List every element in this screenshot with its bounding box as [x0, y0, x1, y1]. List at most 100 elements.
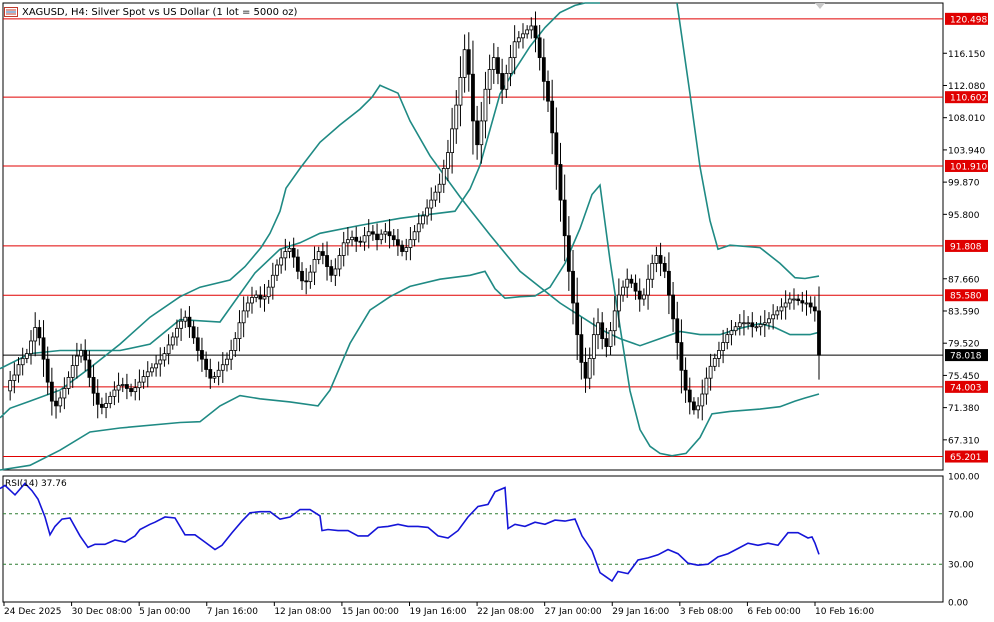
time-axis-tick-label: 5 Jan 00:00 — [139, 607, 191, 617]
candle-body — [20, 357, 25, 366]
candle-body — [150, 367, 154, 373]
candle-body — [575, 302, 580, 336]
price-level-badge — [945, 450, 988, 463]
candle-body — [237, 322, 242, 340]
price-level-badge — [945, 239, 988, 252]
candle-body — [537, 37, 542, 59]
candle-body — [49, 381, 54, 402]
candle-body — [717, 350, 721, 359]
price-level-badge-label: 85.580 — [950, 292, 982, 302]
candle-body — [83, 350, 88, 361]
rsi-axis-tick-label: 100.00 — [948, 473, 980, 483]
candle-body — [187, 316, 192, 328]
candle-body — [329, 266, 334, 276]
candle-body — [679, 342, 684, 371]
candle-body — [79, 350, 83, 357]
candle-body — [633, 282, 638, 292]
candle-body — [245, 302, 250, 312]
candle-body — [408, 239, 413, 248]
candle-body — [354, 236, 359, 242]
candle-body — [671, 294, 675, 320]
candle-body — [500, 73, 505, 90]
candle-body — [179, 320, 184, 329]
candle-body — [358, 240, 363, 243]
price-axis-tick-label: 112.080 — [948, 82, 985, 92]
price-level-badge — [945, 289, 988, 302]
candle-body — [616, 294, 621, 312]
candle-body — [775, 310, 780, 316]
candle-body — [421, 215, 425, 225]
candle-body — [629, 278, 634, 284]
candle-body — [204, 358, 209, 370]
candle-body — [262, 296, 267, 300]
candle-body — [225, 358, 229, 366]
price-axis-tick-label: 95.800 — [948, 211, 980, 221]
candle-body — [220, 364, 225, 371]
rsi-panel-frame — [2, 475, 944, 603]
candle-body — [304, 280, 309, 283]
candle-body — [521, 33, 525, 39]
candle-body — [99, 403, 104, 408]
candle-body — [571, 270, 575, 304]
candle-body — [683, 369, 688, 391]
price-axis-tick-label: 71.380 — [948, 404, 980, 414]
price-level-badge-label: 120.498 — [950, 15, 987, 25]
candle-body — [104, 403, 108, 408]
candle-body — [641, 294, 646, 300]
candle-body — [308, 271, 313, 283]
candle-body — [370, 231, 375, 235]
candle-body — [337, 255, 342, 270]
candle-body — [229, 350, 234, 360]
price-axis-tick-label: 83.590 — [948, 307, 980, 317]
candle-body — [704, 377, 709, 395]
time-axis-tick-label: 6 Feb 00:00 — [747, 607, 801, 617]
candle-body — [441, 168, 446, 185]
price-axis-tick-label: 103.940 — [948, 146, 985, 156]
candle-body — [112, 389, 117, 397]
candle-body — [233, 338, 238, 351]
candle-body — [591, 334, 596, 359]
candle-body — [416, 223, 421, 233]
candle-body — [291, 247, 296, 258]
candle-body — [175, 327, 179, 338]
candle-body — [58, 397, 63, 407]
candle-body — [742, 322, 746, 325]
candle-body — [800, 300, 805, 304]
candle-body — [516, 37, 521, 43]
candle-body — [529, 25, 534, 31]
candle-body — [191, 326, 196, 339]
time-axis-tick-label: 29 Jan 16:00 — [612, 607, 669, 617]
candle-body — [512, 41, 517, 59]
candle-body — [533, 25, 538, 39]
price-level-badge-label: 91.808 — [950, 242, 982, 252]
candle-body — [587, 357, 592, 379]
candle-body — [8, 380, 13, 392]
price-axis-tick-label: 87.660 — [948, 275, 980, 285]
candle-body — [316, 251, 321, 260]
candle-body — [554, 132, 559, 165]
price-level-badge — [945, 91, 988, 104]
time-axis-tick-label: 15 Jan 00:00 — [342, 607, 399, 617]
candle-body — [700, 393, 705, 407]
rsi-axis-tick-label: 70.00 — [948, 510, 974, 520]
candle-body — [70, 365, 75, 378]
candle-body — [475, 120, 480, 146]
candle-body — [425, 207, 429, 217]
price-level-badge — [945, 12, 988, 25]
candle-body — [379, 233, 384, 241]
candle-body — [808, 302, 813, 308]
time-axis-tick-label: 3 Feb 08:00 — [680, 607, 734, 617]
candle-body — [350, 236, 354, 241]
candle-body — [771, 314, 776, 320]
candle-body — [625, 278, 630, 288]
candle-body — [383, 231, 388, 235]
price-axis-tick-label: 67.310 — [948, 436, 980, 446]
candle-body — [91, 376, 96, 394]
time-axis-tick-label: 10 Feb 16:00 — [815, 607, 874, 617]
candle-body — [754, 326, 759, 329]
price-level-badge — [945, 380, 988, 393]
candle-body — [479, 120, 484, 146]
candle-body — [320, 251, 325, 256]
candle-body — [200, 350, 204, 360]
current-price-badge — [945, 349, 988, 362]
